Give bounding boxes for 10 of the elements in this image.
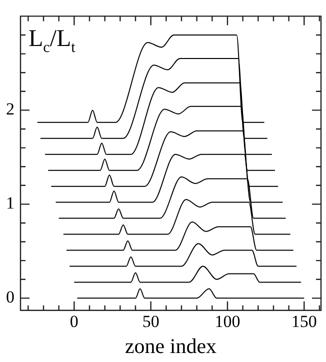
x-tick-label: 150	[291, 312, 317, 332]
x-tick-label: 50	[142, 312, 160, 332]
x-tick-label: 0	[70, 312, 78, 332]
x-tick-label: 100	[214, 312, 240, 332]
y-tick-label: 0	[6, 288, 14, 307]
y-tick-label: 1	[6, 194, 14, 213]
x-axis-title: zone index	[124, 334, 218, 358]
y-tick-label: 2	[6, 100, 14, 119]
line-series	[74, 266, 302, 283]
line-series	[69, 243, 297, 267]
